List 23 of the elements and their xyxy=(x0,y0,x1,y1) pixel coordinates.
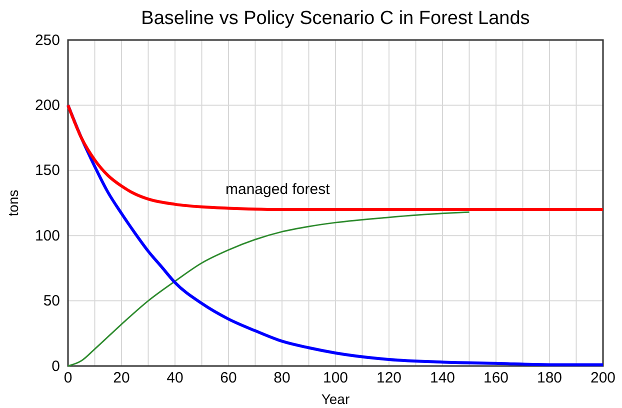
y-tick-label: 200 xyxy=(34,97,60,114)
y-tick-label: 250 xyxy=(34,32,60,49)
line-series xyxy=(66,104,604,212)
x-tick-label: 120 xyxy=(376,370,402,387)
line-series xyxy=(67,211,470,367)
x-tick-label: 40 xyxy=(166,370,184,387)
x-tick-label: 20 xyxy=(113,370,130,387)
x-tick-label: 80 xyxy=(274,370,290,387)
y-tick-label: 50 xyxy=(43,292,60,310)
chart-title: Baseline vs Policy Scenario C in Forest Lands xyxy=(141,8,530,29)
x-tick-label: 200 xyxy=(590,370,616,387)
y-tick-label: 0 xyxy=(52,358,60,375)
series-label: managed forest xyxy=(226,181,331,198)
y-tick-label: 150 xyxy=(34,162,60,180)
x-tick-label: 180 xyxy=(536,370,562,387)
x-tick-label: 160 xyxy=(483,370,509,387)
x-tick-label: 140 xyxy=(430,370,456,387)
x-tick-label: 100 xyxy=(322,370,348,387)
x-tick-label: 60 xyxy=(220,370,237,387)
y-axis-title: tons xyxy=(5,190,21,216)
x-tick-label: 0 xyxy=(64,370,72,387)
x-axis-title: Year xyxy=(321,391,350,407)
y-tick-label: 100 xyxy=(34,227,60,244)
